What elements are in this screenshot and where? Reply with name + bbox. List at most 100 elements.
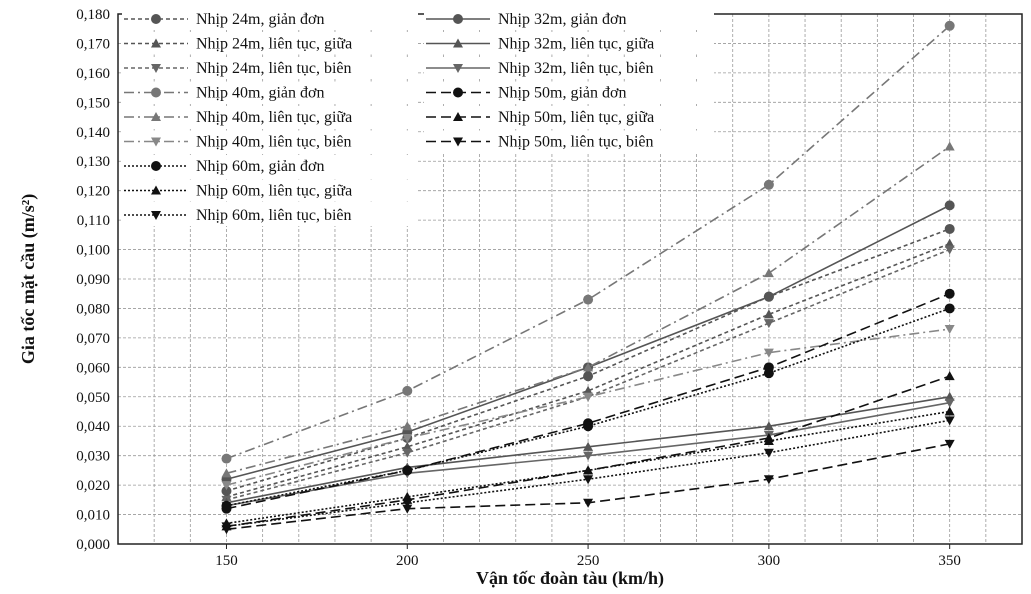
legend-label: Nhịp 60m, giản đơn [196, 158, 324, 175]
series-group [221, 325, 955, 491]
data-point [583, 294, 594, 305]
data-point [944, 371, 955, 381]
data-point [221, 468, 232, 478]
legend-item: Nhịp 40m, liên tục, giữa [122, 106, 418, 128]
data-point [583, 421, 594, 432]
data-point [944, 288, 955, 299]
data-point [221, 486, 232, 496]
x-axis-title: Vận tốc đoàn tàu (km/h) [476, 568, 664, 589]
data-point [583, 498, 594, 508]
x-tick-label: 350 [938, 553, 961, 569]
data-point [944, 238, 955, 248]
y-tick-label: 0,180 [76, 7, 110, 23]
data-point [763, 435, 774, 445]
legend-label: Nhịp 60m, liên tục, biên [196, 207, 352, 224]
y-tick-label: 0,010 [76, 508, 110, 524]
data-point [402, 448, 413, 458]
data-point [763, 368, 774, 379]
legend-item: Nhịp 60m, liên tục, biên [122, 204, 418, 226]
y-tick-label: 0,140 [76, 125, 110, 141]
legend-label: Nhịp 40m, giản đơn [196, 85, 324, 102]
legend-item-background [122, 204, 418, 226]
legend-label: Nhịp 40m, liên tục, biên [196, 134, 352, 151]
legend-item-background [122, 106, 418, 128]
data-point [763, 319, 774, 329]
legend-item-background [122, 155, 418, 177]
data-point [583, 385, 594, 395]
data-point [583, 371, 594, 382]
legend-marker [151, 211, 161, 220]
series-layer [221, 20, 955, 535]
data-point [583, 475, 594, 485]
legend-item: Nhịp 24m, giản đơn [122, 8, 418, 30]
y-tick-label: 0,130 [76, 154, 110, 170]
data-point [583, 465, 594, 475]
y-tick-label: 0,020 [76, 478, 110, 494]
legend-label: Nhịp 24m, giản đơn [196, 11, 324, 28]
legend-marker [453, 38, 463, 48]
data-point [944, 325, 955, 335]
data-point [763, 348, 774, 358]
y-tick-label: 0,060 [76, 360, 110, 376]
legend-item: Nhịp 32m, liên tục, biên [424, 57, 714, 79]
y-tick-label: 0,070 [76, 331, 110, 347]
legend-item-background [122, 57, 418, 79]
y-tick-label: 0,100 [76, 243, 110, 259]
data-point [583, 441, 594, 451]
legend-item: Nhịp 32m, liên tục, giữa [424, 32, 714, 55]
data-point [402, 441, 413, 451]
x-tick-label: 300 [758, 553, 781, 569]
data-point [944, 416, 955, 426]
legend-marker [151, 87, 161, 98]
data-point [944, 245, 955, 255]
legend-item: Nhịp 32m, giản đơn [424, 8, 714, 30]
y-tick-label: 0,000 [76, 537, 110, 553]
legend-marker [151, 185, 161, 195]
legend-marker [453, 87, 463, 98]
data-point [944, 391, 955, 401]
data-point [763, 448, 774, 458]
legend-label: Nhịp 50m, giản đơn [498, 85, 626, 102]
data-point [944, 141, 955, 151]
legend-marker [151, 161, 161, 171]
x-tick-label: 250 [577, 553, 600, 569]
legend-marker [453, 14, 463, 24]
legend-marker [151, 112, 161, 121]
data-point [402, 504, 413, 514]
data-point [402, 491, 413, 501]
data-point [583, 451, 594, 461]
y-tick-label: 0,040 [76, 419, 110, 435]
legend-item: Nhịp 50m, liên tục, biên [424, 130, 714, 153]
data-point [763, 179, 774, 190]
data-point [583, 362, 594, 372]
legend-item: Nhịp 50m, giản đơn [424, 81, 714, 104]
legend-label: Nhịp 50m, liên tục, biên [498, 134, 654, 151]
legend-item-background [424, 8, 714, 30]
legend-marker [151, 14, 161, 24]
data-point [944, 439, 955, 449]
legend-label: Nhịp 50m, liên tục, giữa [498, 109, 654, 126]
data-point [763, 475, 774, 485]
legend-item: Nhịp 24m, liên tục, biên [122, 57, 418, 79]
legend-label: Nhịp 24m, liên tục, biên [196, 60, 352, 77]
data-point [221, 481, 232, 491]
legend-marker [453, 112, 463, 121]
legend-label: Nhịp 32m, liên tục, biên [498, 60, 654, 77]
legend-label: Nhịp 32m, liên tục, giữa [498, 36, 654, 53]
series-line [226, 292, 950, 510]
y-tick-label: 0,030 [76, 449, 110, 465]
x-tick-label: 150 [215, 553, 238, 569]
x-tick-label: 200 [396, 553, 419, 569]
legend-item: Nhịp 24m, liên tục, giữa [122, 32, 418, 55]
data-point [221, 500, 232, 511]
y-tick-label: 0,050 [76, 390, 110, 406]
y-tick-label: 0,160 [76, 66, 110, 82]
legend-marker [453, 137, 463, 147]
data-point [763, 291, 774, 302]
legend-label: Nhịp 32m, giản đơn [498, 11, 626, 28]
data-point [402, 498, 413, 508]
legend-item: Nhịp 60m, giản đơn [122, 155, 418, 177]
legend-marker [151, 137, 161, 147]
